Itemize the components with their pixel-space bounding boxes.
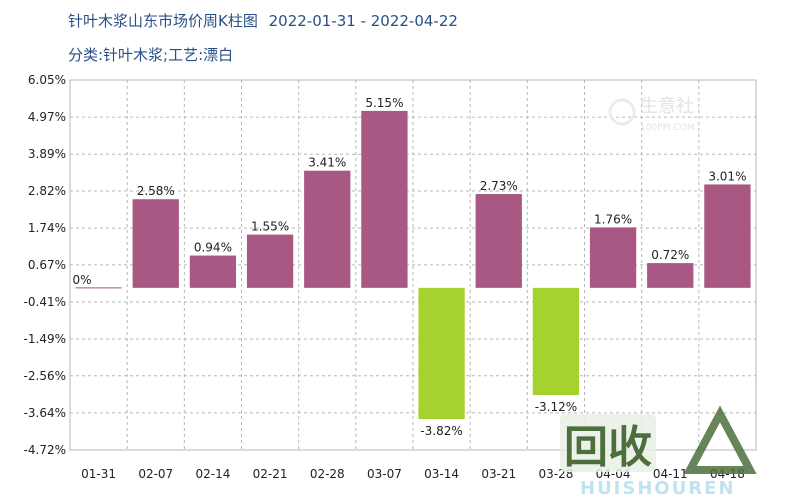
bar-04-11 bbox=[647, 263, 694, 288]
data-label: 2.73% bbox=[480, 179, 518, 193]
bar-03-14 bbox=[418, 287, 465, 420]
x-tick-label: 02-21 bbox=[253, 467, 288, 481]
watermark-big-text: 回收 bbox=[564, 422, 652, 473]
bar-03-07 bbox=[361, 110, 408, 288]
y-tick-label: -3.64% bbox=[24, 406, 66, 420]
y-tick-label: 3.89% bbox=[28, 147, 66, 161]
data-label: 2.58% bbox=[137, 184, 175, 198]
y-tick-label: 4.97% bbox=[28, 110, 66, 124]
x-tick-label: 01-31 bbox=[81, 467, 116, 481]
data-label: 3.41% bbox=[308, 156, 346, 170]
data-label: -3.12% bbox=[535, 400, 577, 414]
data-label: 1.76% bbox=[594, 212, 632, 226]
x-tick-label: 03-07 bbox=[367, 467, 402, 481]
watermark-brand: HUISHOUREN bbox=[580, 478, 736, 499]
data-label: 3.01% bbox=[708, 169, 746, 183]
x-tick-label: 02-28 bbox=[310, 467, 345, 481]
data-label: 0% bbox=[72, 273, 91, 287]
chart-title: 针叶木浆山东市场价周K柱图 bbox=[68, 12, 258, 30]
y-tick-label: 6.05% bbox=[28, 73, 66, 87]
bar-04-04 bbox=[589, 227, 637, 288]
y-tick-label: -0.41% bbox=[24, 295, 66, 309]
watermark-logo-mark bbox=[608, 98, 636, 126]
chart-subtitle: 分类:针叶木浆;工艺:漂白 bbox=[68, 46, 234, 64]
y-tick-label: -2.56% bbox=[24, 369, 66, 383]
bar-02-14 bbox=[189, 255, 237, 288]
chart-title-row: 针叶木浆山东市场价周K柱图 2022-01-31 - 2022-04-22 bbox=[68, 10, 458, 31]
bar-02-21 bbox=[246, 234, 294, 288]
watermark-top-logo: 生意社 bbox=[640, 96, 694, 117]
bar-03-21 bbox=[475, 194, 522, 288]
data-label: 0.72% bbox=[651, 248, 689, 262]
bar-02-28 bbox=[304, 170, 351, 288]
data-label: 5.15% bbox=[365, 96, 403, 110]
y-tick-label: 1.74% bbox=[28, 221, 66, 235]
bar-04-18 bbox=[704, 184, 751, 288]
data-label: 1.55% bbox=[251, 220, 289, 234]
y-tick-label: 2.82% bbox=[28, 184, 66, 198]
x-tick-label: 02-14 bbox=[195, 467, 230, 481]
data-label: -3.82% bbox=[420, 424, 462, 438]
data-label: 0.94% bbox=[194, 241, 232, 255]
y-tick-label: -4.72% bbox=[24, 443, 66, 457]
x-tick-label: 02-07 bbox=[138, 467, 173, 481]
bar-02-07 bbox=[132, 199, 179, 288]
y-tick-label: 0.67% bbox=[28, 258, 66, 272]
y-tick-label: -1.49% bbox=[24, 332, 66, 346]
x-tick-label: 03-14 bbox=[424, 467, 459, 481]
x-tick-label: 03-21 bbox=[481, 467, 516, 481]
watermark-logo: 回收 HUISHOUREN bbox=[560, 405, 757, 499]
watermark-top-logo-sub: 100PPI.COM bbox=[640, 123, 695, 133]
bar-03-28 bbox=[532, 287, 580, 396]
x-tick-label: 04-11 bbox=[653, 467, 688, 481]
date-range: 2022-01-31 - 2022-04-22 bbox=[268, 12, 458, 30]
